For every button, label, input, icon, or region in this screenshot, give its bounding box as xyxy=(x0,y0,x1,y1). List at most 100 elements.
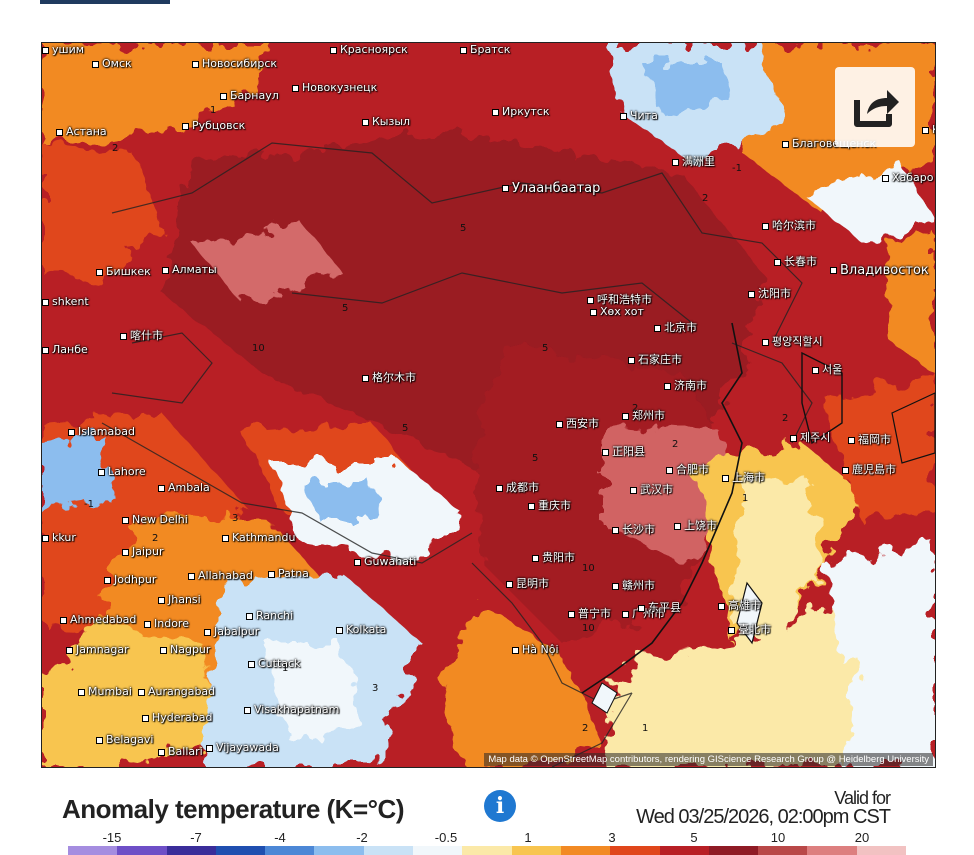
valid-label: Valid for xyxy=(834,788,891,808)
scale-swatch xyxy=(610,846,660,855)
place-label: Владивосток xyxy=(830,263,929,278)
scale-swatch xyxy=(117,846,167,855)
contour-label: 5 xyxy=(542,343,549,354)
place-label: Бишкек xyxy=(96,265,151,278)
place-label: 正阳县 xyxy=(602,443,645,459)
contour-label: 10 xyxy=(252,343,265,354)
place-label: Хөх хот xyxy=(590,305,644,318)
info-icon[interactable]: i xyxy=(484,790,516,822)
place-label: Ballari xyxy=(158,745,203,758)
place-label: Islamabad xyxy=(68,425,135,438)
place-label: Cuttack xyxy=(248,657,300,670)
scale-swatch xyxy=(511,846,561,855)
scale-swatch xyxy=(462,846,512,855)
scale-tick: -7 xyxy=(190,830,202,845)
place-label: kkur xyxy=(42,531,76,544)
contour-label: 2 xyxy=(582,723,589,734)
contour-label: 10 xyxy=(582,623,595,634)
place-label: Hyderabad xyxy=(142,711,213,724)
place-label: Комс xyxy=(922,123,935,136)
place-label: Guwahati xyxy=(354,555,416,568)
place-label: Улаанбаатар xyxy=(502,181,600,196)
place-label: 昆明市 xyxy=(506,575,549,591)
scale-swatch xyxy=(758,846,808,855)
place-label: Jaipur xyxy=(122,545,164,558)
place-label: 福岡市 xyxy=(848,431,891,447)
place-label: Jhansi xyxy=(158,593,201,606)
contour-label: 5 xyxy=(532,453,539,464)
scale-swatch xyxy=(856,846,907,855)
place-label: Омск xyxy=(92,57,132,70)
place-label: Mumbai xyxy=(78,685,132,698)
contour-label: 2 xyxy=(632,403,639,414)
scale-tick: -2 xyxy=(356,830,368,845)
place-label: Indore xyxy=(144,617,189,630)
place-label: Kolkata xyxy=(336,623,386,636)
share-arrow-icon xyxy=(854,90,899,127)
place-label: 长春市 xyxy=(774,253,817,269)
contour-label: 3 xyxy=(232,513,239,524)
place-label: 鹿児島市 xyxy=(842,461,896,477)
place-label: Ahmedabad xyxy=(60,613,136,626)
contour-label: 1 xyxy=(742,493,749,504)
place-label: Алматы xyxy=(162,263,217,276)
contour-label: 5 xyxy=(342,303,349,314)
place-label: Красноярск xyxy=(330,43,408,56)
place-label: 高雄市 xyxy=(718,597,761,613)
place-label: 成都市 xyxy=(496,479,539,495)
contour-label: 2 xyxy=(152,533,159,544)
place-label: New Delhi xyxy=(122,513,188,526)
place-label: 东平县 xyxy=(638,599,681,615)
scale-tick: 10 xyxy=(770,830,786,845)
place-label: 普宁市 xyxy=(568,605,611,621)
scale-tick: 20 xyxy=(854,830,870,845)
contour-label: -1 xyxy=(732,163,742,174)
scale-swatch xyxy=(68,846,118,855)
place-label: shkent xyxy=(42,295,89,308)
scale-swatch xyxy=(166,846,216,855)
place-label: 重庆市 xyxy=(528,497,571,513)
contour-label: 2 xyxy=(782,413,789,424)
map-base-layer xyxy=(42,43,935,767)
color-scale-bar xyxy=(68,846,907,855)
scale-tick: -15 xyxy=(102,830,122,845)
place-label: 武汉市 xyxy=(630,481,673,497)
place-label: 西安市 xyxy=(556,415,599,431)
contour-label: 1 xyxy=(282,663,289,674)
place-label: 제주시 xyxy=(790,429,830,445)
contour-label: 3 xyxy=(372,683,379,694)
scale-swatch xyxy=(363,846,414,855)
place-label: 合肥市 xyxy=(666,461,709,477)
place-label: Чита xyxy=(620,109,658,122)
place-label: 北京市 xyxy=(654,319,697,335)
place-label: 上海市 xyxy=(722,469,765,485)
map-attribution: Map data © OpenStreetMap contributors, r… xyxy=(484,753,933,766)
scale-swatch xyxy=(659,846,709,855)
contour-label: 1 xyxy=(210,105,217,116)
place-label: Nagpur xyxy=(160,643,210,656)
place-label: Lahore xyxy=(98,465,146,478)
place-label: 서울 xyxy=(812,361,842,377)
top-tab-indicator xyxy=(40,0,170,4)
place-label: 평양직할시 xyxy=(762,333,823,349)
scale-swatch xyxy=(265,846,315,855)
anomaly-map[interactable]: Омск Новосибирск Красноярск Братск Барнаул Но… xyxy=(41,42,936,768)
scale-swatch xyxy=(807,846,857,855)
share-button[interactable] xyxy=(835,67,915,147)
place-label: 贵阳市 xyxy=(532,549,575,565)
contour-label: 2 xyxy=(672,439,679,450)
place-label: Ambala xyxy=(158,481,210,494)
place-label: Jamnagar xyxy=(66,643,129,656)
scale-swatch xyxy=(314,846,364,855)
scale-swatch xyxy=(413,846,463,855)
place-label: Vijayawada xyxy=(206,741,279,754)
contour-label: 2 xyxy=(112,143,119,154)
place-label: Братск xyxy=(460,43,510,56)
scale-tick: 5 xyxy=(690,830,698,845)
place-label: Belagavi xyxy=(96,733,153,746)
contour-label: 2 xyxy=(702,193,709,204)
place-label: Patna xyxy=(268,567,309,580)
place-label: 呼和浩特市 xyxy=(587,291,652,307)
place-label: 长沙市 xyxy=(612,521,655,537)
place-label: Allahabad xyxy=(188,569,253,582)
